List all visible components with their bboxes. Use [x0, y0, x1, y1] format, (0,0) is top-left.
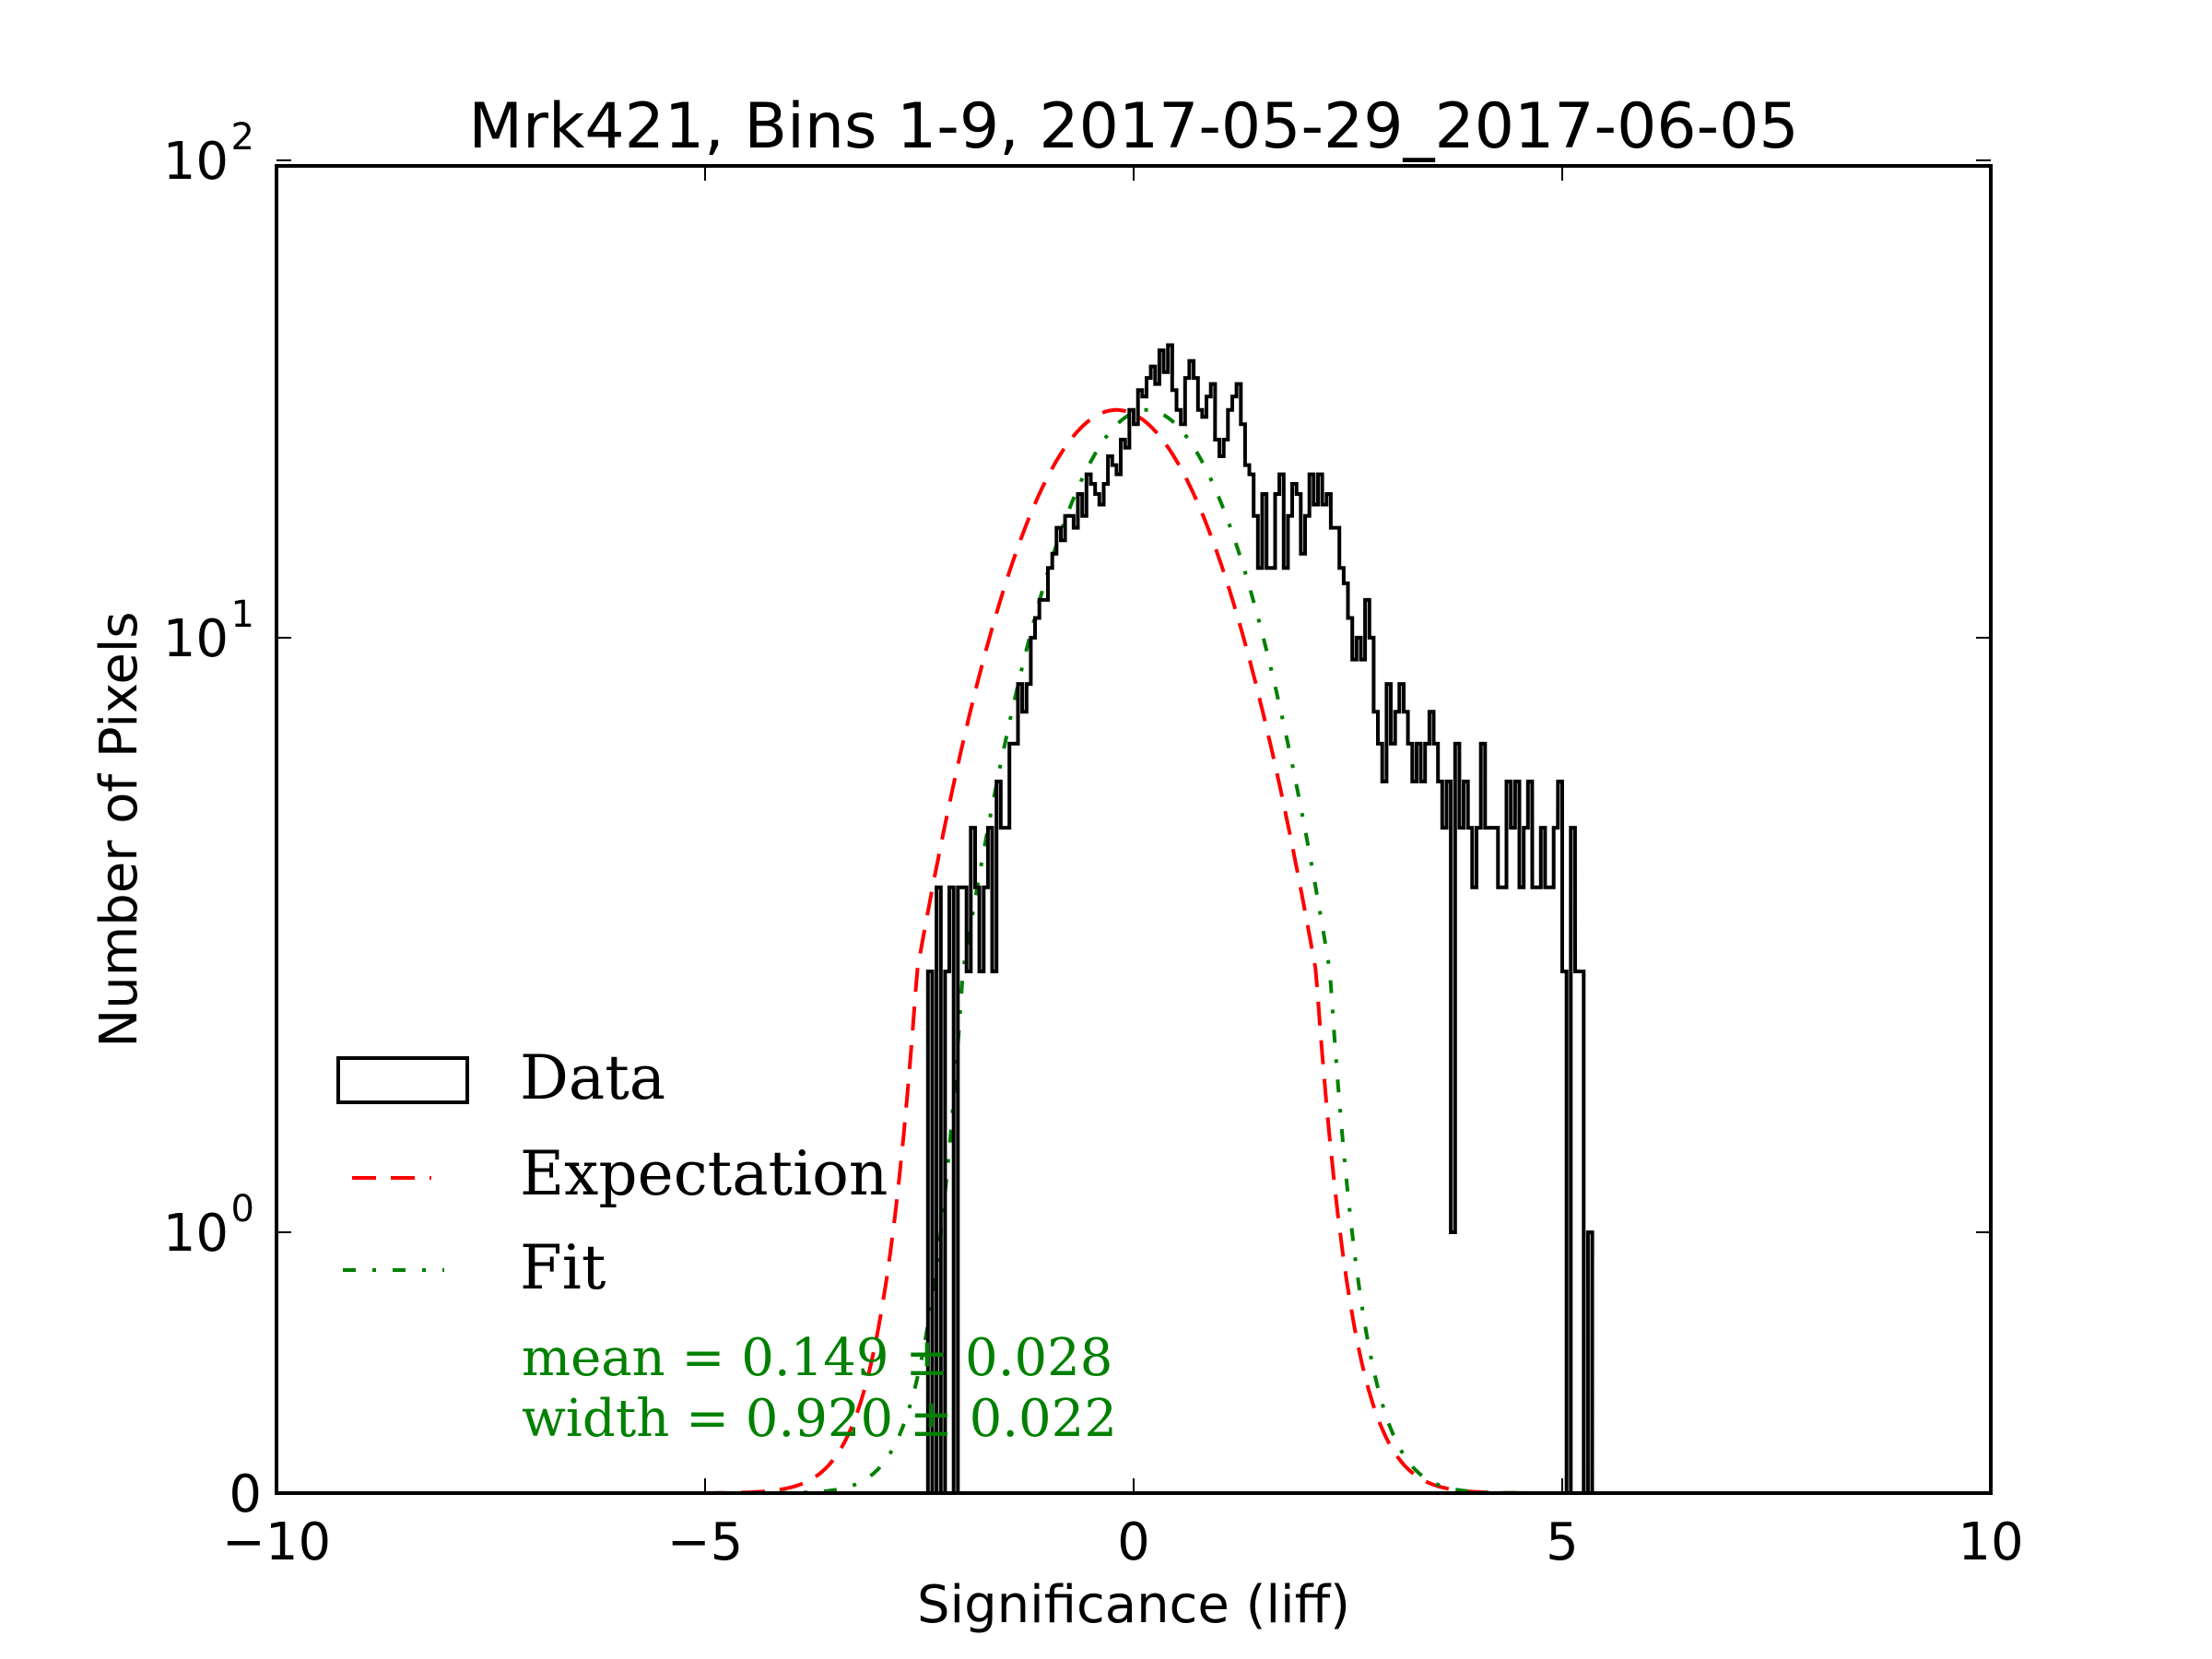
x-tick-label: −10 [222, 1512, 331, 1572]
chart-title: Mrk421, Bins 1-9, 2017-05-29_2017-06-05 [468, 90, 1798, 163]
legend-label-data: Data [520, 1042, 665, 1113]
legend-label-expectation: Expectation [520, 1138, 888, 1209]
axes-frame [275, 164, 1993, 1495]
y-tick-label: 10 [163, 609, 229, 669]
fit-mean-annotation: mean = 0.149 ± 0.028 [522, 1328, 1112, 1388]
y-tick-exponent: 1 [231, 594, 254, 636]
fit-width-annotation: width = 0.920 ± 0.022 [522, 1389, 1117, 1449]
y-tick-exponent: 2 [231, 116, 254, 159]
y-axis-label: Number of Pixels [89, 611, 149, 1047]
x-tick-label: 0 [1117, 1512, 1150, 1572]
y-tick-label: 10 [163, 132, 229, 192]
y-tick-label: 10 [163, 1204, 229, 1264]
legend-label-fit: Fit [520, 1232, 606, 1303]
plot-area [276, 343, 1991, 1493]
data-histogram [925, 343, 1594, 1493]
plot-marks [276, 343, 1991, 1493]
x-axis-label: Significance (liff) [917, 1575, 1350, 1635]
y-tick-exponent: 0 [231, 1188, 254, 1230]
y-tick-label: 0 [229, 1465, 262, 1524]
legend: Data Expectation Fit [336, 1042, 888, 1303]
x-tick-label: 10 [1958, 1512, 2023, 1572]
legend-swatch-data [336, 1056, 469, 1104]
x-tick-label: 5 [1546, 1512, 1579, 1572]
x-tick-label: −5 [667, 1512, 744, 1572]
